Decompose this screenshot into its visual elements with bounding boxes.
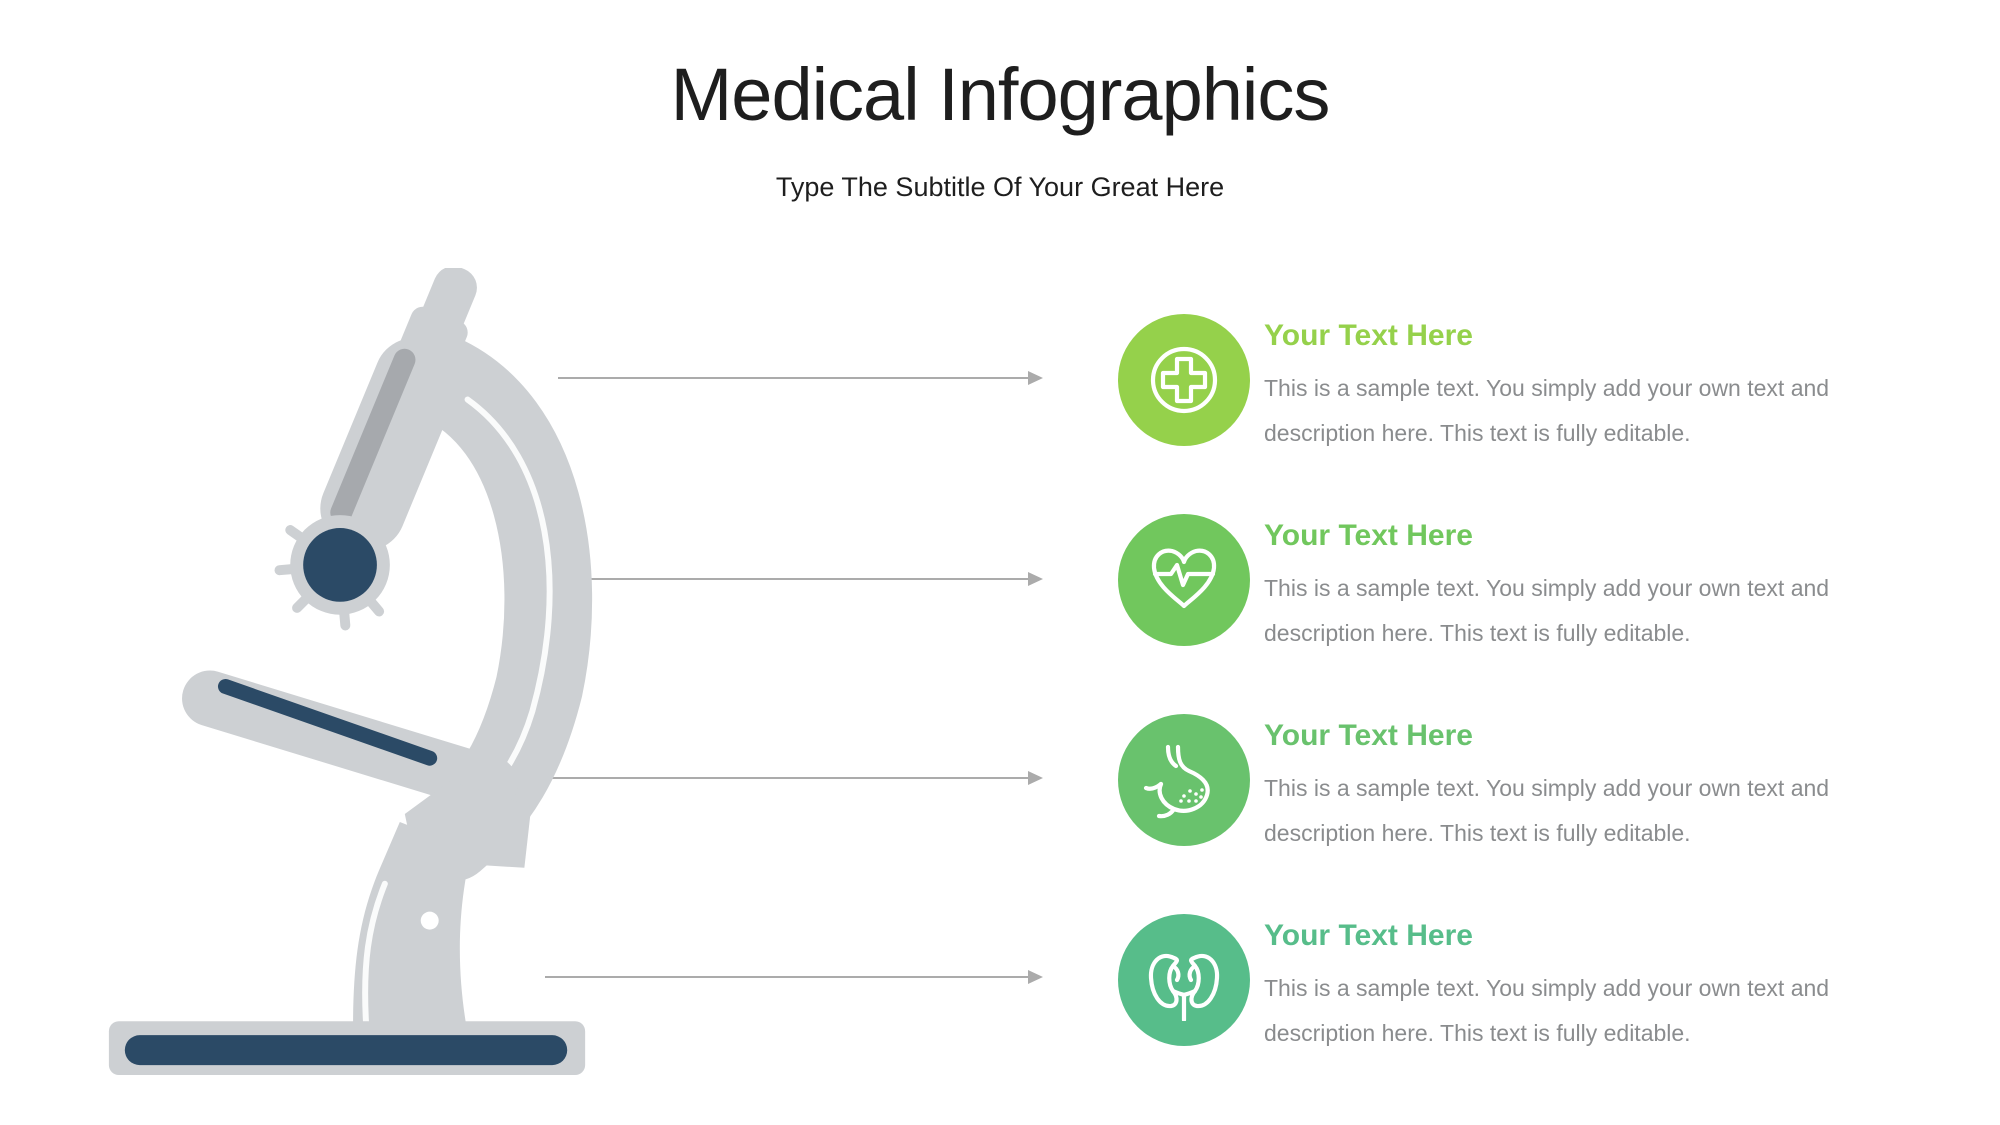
item-2-circle <box>1118 514 1250 646</box>
item-1-body: This is a sample text. You simply add yo… <box>1264 375 1830 446</box>
list-item-4: Your Text Here This is a sample text. Yo… <box>1118 914 1878 1056</box>
microscope-rivet-top <box>441 502 462 523</box>
microscope-illustration <box>108 268 593 1076</box>
item-3-circle <box>1118 714 1250 846</box>
item-4-circle <box>1118 914 1250 1046</box>
list-item-2: Your Text Here This is a sample text. Yo… <box>1118 514 1878 656</box>
slide-subtitle: Type The Subtitle Of Your Great Here <box>775 172 1225 202</box>
item-4-heading: Your Text Here <box>1264 919 1473 952</box>
medical-cross-circle-icon <box>1150 346 1218 414</box>
item-1-text: Your Text Here This is a sample text. Yo… <box>1264 314 1829 456</box>
microscope-pillar-highlight <box>362 880 388 1025</box>
item-4-body: This is a sample text. You simply add yo… <box>1264 975 1830 1046</box>
item-3-text: Your Text Here This is a sample text. Yo… <box>1264 714 1829 856</box>
microscope-objective-wheel <box>274 515 390 631</box>
kidneys-icon <box>1148 953 1220 1021</box>
item-1-heading: Your Text Here <box>1264 319 1473 352</box>
item-4-text: Your Text Here This is a sample text. Yo… <box>1264 914 1829 1056</box>
item-3-heading: Your Text Here <box>1264 719 1473 752</box>
microscope-base-accent <box>124 1035 568 1066</box>
connector-arrow-3 <box>545 771 1043 785</box>
item-2-heading: Your Text Here <box>1264 519 1473 552</box>
microscope-pillar <box>352 821 472 1034</box>
item-2-text: Your Text Here This is a sample text. Yo… <box>1264 514 1829 656</box>
list-item-3: Your Text Here This is a sample text. Yo… <box>1118 714 1878 856</box>
slide-title: Medical Infographics <box>670 53 1331 136</box>
stomach-icon <box>1143 744 1210 819</box>
item-1-circle <box>1118 314 1250 446</box>
connector-arrow-4 <box>545 970 1043 984</box>
item-3-body: This is a sample text. You simply add yo… <box>1264 775 1830 846</box>
connector-arrow-2 <box>548 572 1043 586</box>
microscope-tube <box>320 268 477 551</box>
microscope-rivet-bottom <box>420 911 439 930</box>
item-2-body: This is a sample text. You simply add yo… <box>1264 575 1830 646</box>
heartbeat-heart-icon <box>1151 548 1217 609</box>
microscope-slide <box>217 678 438 766</box>
microscope-lens <box>303 528 377 602</box>
connector-arrow-1 <box>558 371 1043 385</box>
list-item-1: Your Text Here This is a sample text. Yo… <box>1118 314 1878 456</box>
microscope-tube-inner <box>330 348 416 524</box>
